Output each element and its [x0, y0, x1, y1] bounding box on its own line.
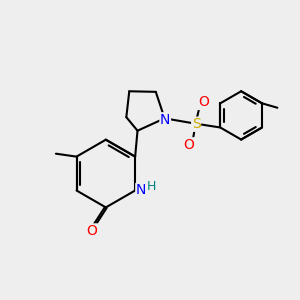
Text: O: O: [87, 224, 98, 238]
Text: S: S: [192, 117, 200, 131]
Text: O: O: [198, 95, 209, 110]
Text: O: O: [184, 138, 194, 152]
Text: H: H: [147, 181, 156, 194]
Text: N: N: [160, 113, 170, 127]
Text: N: N: [136, 184, 146, 197]
